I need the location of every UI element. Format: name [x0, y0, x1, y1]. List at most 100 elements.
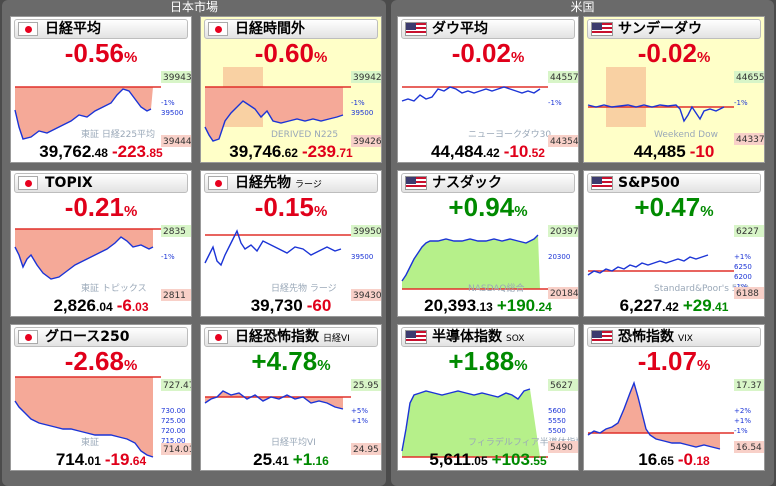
us-flag-icon [591, 330, 613, 344]
index-card-dow[interactable]: ダウ平均 -0.02% ニューヨークダウ30 44557 -1% 44354 4… [397, 16, 579, 163]
chart-tick-label: 5550 [548, 417, 566, 425]
index-name: ダウ平均 [432, 21, 488, 37]
index-card-topix[interactable]: TOPIX -0.21% 東証 トピックス 2835 -1% 2811 2,82… [10, 170, 192, 317]
index-name: 日経時間外 [235, 21, 305, 37]
intraday-chart: ニューヨークダウ30 44557 -1% 44354 [398, 65, 579, 162]
jp-flag-icon [208, 22, 228, 36]
chart-watermark: 日経平均VI [271, 436, 316, 448]
intraday-chart: 東証 トピックス 2835 -1% 2811 [11, 219, 191, 316]
chart-high-label: 5627 [550, 381, 573, 391]
chart-low-label: 44354 [550, 137, 579, 147]
price-series [204, 100, 344, 142]
price-row: 44,484.42 -10.52 [398, 141, 578, 162]
chart-tick-label: 5500 [548, 427, 566, 435]
chart-tick-label: 20300 [548, 253, 570, 261]
us-flag-icon [405, 330, 427, 344]
chart-area [402, 235, 540, 289]
percent-change: -0.60% [254, 38, 328, 68]
chart-tick-label: -1% [351, 99, 365, 107]
chart-low-label: 20184 [550, 289, 579, 299]
chart-watermark: DERIVED N225 [271, 130, 338, 140]
chart-tick-label: -1% [734, 427, 748, 435]
index-card-vix[interactable]: 恐怖指数 VIX -1.07% 17.37 +2% +1% -1% 16.54 16… [583, 324, 765, 471]
chart-tick-label: 39500 [351, 253, 373, 261]
chart-high-label: 39943 [163, 73, 192, 83]
percent-change: -0.02% [637, 38, 711, 68]
point-change: -60 [306, 296, 332, 315]
chart-watermark: 日経先物 ラージ [271, 282, 337, 294]
chart-tick-label: 715.00 [161, 437, 186, 445]
percent-change: +1.88% [448, 346, 528, 376]
point-change: +103.55 [491, 450, 547, 469]
chart-tick-label: +1% [351, 417, 368, 425]
price-series [14, 88, 152, 140]
card-header: TOPIX [14, 173, 188, 193]
us-flag-icon [405, 176, 427, 190]
price-series [401, 86, 541, 102]
index-card-nikkei[interactable]: 日経平均 -0.56% 東証 日経225平均 39943 -1% 39500 39… [10, 16, 192, 163]
intraday-chart: 17.37 +2% +1% -1% 16.54 [584, 373, 764, 470]
point-change: -10.52 [503, 142, 545, 161]
price-series [14, 236, 154, 280]
intraday-chart: 日経先物 ラージ 39950 39500 39430 [201, 219, 382, 316]
chart-low-label: 24.95 [353, 445, 379, 455]
jp-flag-icon [208, 330, 228, 344]
current-price: 5,611.05 [429, 450, 488, 469]
index-name: ナスダック [432, 175, 502, 191]
price-row: 44,485 -10 [584, 141, 764, 162]
price-row: 6,227.42 +29.41 [584, 295, 764, 316]
index-card-nikkei-vi[interactable]: 日経恐怖指数 日経VI +4.78% 日経平均VI 25.95 +5% +1% 2… [200, 324, 382, 471]
chart-watermark: 東証 日経225平均 [81, 128, 155, 140]
point-change: -10 [689, 142, 715, 161]
price-row: 39,746.62 -239.71 [201, 141, 381, 162]
price-series [204, 390, 344, 410]
index-card-sp500[interactable]: S&P500 +0.47% Standard&Poor's 500 6227 +… [583, 170, 765, 317]
chart-watermark: Standard&Poor's 500 [654, 284, 749, 294]
index-name: 日経恐怖指数 [235, 329, 319, 345]
card-header: 恐怖指数 VIX [587, 327, 761, 347]
chart-watermark: ニューヨークダウ30 [468, 128, 551, 140]
point-change: -19.64 [104, 450, 147, 469]
chart-tick-label: -1% [734, 99, 748, 107]
point-change: +29.41 [682, 296, 729, 315]
chart-watermark: NASDAQ総合 [468, 282, 524, 294]
chart-low-label: 39426 [353, 137, 382, 147]
chart-area [588, 383, 720, 449]
card-header: グロース250 [14, 327, 188, 347]
chart-tick-label: 6200 [734, 273, 752, 281]
index-card-nasdaq[interactable]: ナスダック +0.94% NASDAQ総合 20397 20300 20184 … [397, 170, 579, 317]
price-row: 39,762.48 -223.85 [11, 141, 191, 162]
chart-high-label: 39942 [353, 73, 382, 83]
chart-low-label: 39444 [163, 137, 192, 147]
intraday-chart: フィラデルフィア半導体指数 5627 5600 5550 5500 5490 [398, 373, 578, 470]
card-header: 日経先物 ラージ [204, 173, 378, 193]
index-card-growth250[interactable]: グロース250 -2.68% 東証 727.47 730.00 725.00 720… [10, 324, 192, 471]
card-header: 日経時間外 [204, 19, 378, 39]
us-flag-icon [591, 176, 613, 190]
price-row: 20,393.13 +190.24 [398, 295, 578, 316]
intraday-chart: 東証 日経225平均 39943 -1% 39500 39444 [11, 65, 192, 162]
index-card-sox[interactable]: 半導体指数 SOX +1.88% フィラデルフィア半導体指数 5627 5600… [397, 324, 579, 471]
chart-tick-label: 39500 [161, 109, 183, 117]
percent-change: -0.56% [64, 38, 138, 68]
index-card-nikkei-night[interactable]: 日経時間外 -0.60% DERIVED N225 39942 -1% 39500… [200, 16, 382, 163]
price-row: 5,611.05 +103.55 [398, 449, 578, 470]
point-change: -223.85 [111, 142, 163, 161]
chart-area [205, 391, 343, 409]
index-card-nikkei-futures[interactable]: 日経先物 ラージ -0.15% 日経先物 ラージ 39950 39500 394… [200, 170, 382, 317]
point-change: -6.03 [116, 296, 149, 315]
percent-change: -1.07% [637, 346, 711, 376]
current-price: 6,227.42 [619, 296, 679, 315]
card-header: ナスダック [401, 173, 575, 193]
chart-high-label: 25.95 [353, 381, 379, 391]
chart-tick-label: 6250 [734, 263, 752, 271]
current-price: 44,485 [633, 142, 686, 161]
chart-tick-label: 730.00 [161, 407, 186, 415]
intraday-chart: DERIVED N225 39942 -1% 39500 39426 [201, 65, 382, 162]
chart-high-label: 39950 [353, 227, 382, 237]
chart-tick-label: -1% [161, 99, 175, 107]
percent-change: +0.94% [448, 192, 528, 222]
card-header: サンデーダウ [587, 19, 761, 39]
price-row: 2,826.04 -6.03 [11, 295, 191, 316]
index-card-sunday-dow[interactable]: サンデーダウ -0.02% Weekend Dow 44655 -1% 4433… [583, 16, 765, 163]
